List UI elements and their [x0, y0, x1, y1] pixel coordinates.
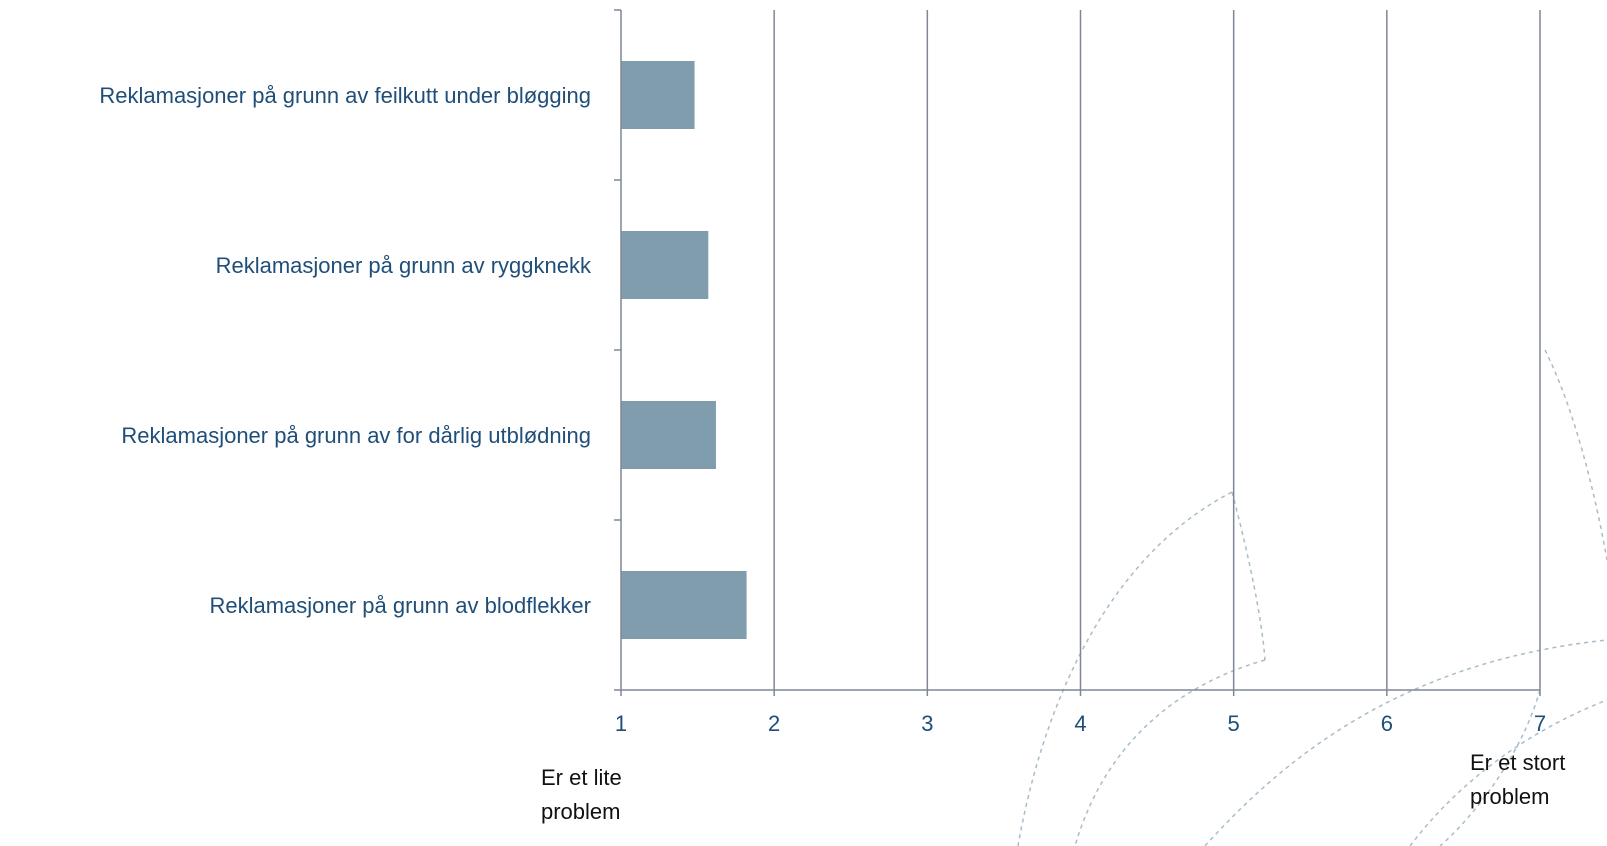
x-tick-label-1: 1	[615, 711, 627, 736]
bar-1	[621, 61, 695, 129]
x-tick-label-3: 3	[921, 711, 933, 736]
x-tick-label-7: 7	[1534, 711, 1546, 736]
category-labels: Reklamasjoner på grunn av feilkutt under…	[99, 83, 592, 618]
category-label-3: Reklamasjoner på grunn av for dårlig utb…	[121, 423, 591, 448]
annotation-low-line-2: problem	[541, 799, 620, 824]
category-label-2: Reklamasjoner på grunn av ryggknekk	[216, 253, 592, 278]
category-label-4: Reklamasjoner på grunn av blodflekker	[209, 593, 591, 618]
x-tick-label-2: 2	[768, 711, 780, 736]
bars	[621, 61, 747, 639]
decoration-curve-5	[1544, 349, 1607, 561]
x-tick-labels: 1 2 3 4 5 6 7	[615, 711, 1546, 736]
decoration-curve-3	[1074, 659, 1266, 846]
bar-3	[621, 401, 716, 469]
bar-4	[621, 571, 747, 639]
x-tick-label-6: 6	[1381, 711, 1393, 736]
annotation-low-line-1: Er et lite	[541, 765, 622, 790]
category-label-1: Reklamasjoner på grunn av feilkutt under…	[99, 83, 591, 108]
decoration-curve-7	[1409, 699, 1607, 846]
annotation-high-line-2: problem	[1470, 784, 1549, 809]
scale-annotations: Er et lite problem Er et stort problem	[541, 750, 1565, 824]
background-decoration	[1017, 349, 1607, 846]
bar-2	[621, 231, 709, 299]
annotation-high-line-1: Er et stort	[1470, 750, 1565, 775]
gridlines	[773, 10, 1541, 690]
decoration-curve-1	[1017, 491, 1233, 846]
decoration-curve-6	[1439, 689, 1541, 846]
x-tick-label-5: 5	[1228, 711, 1240, 736]
axes	[614, 9, 1541, 696]
x-tick-label-4: 4	[1074, 711, 1086, 736]
decoration-curve-2	[1231, 491, 1266, 661]
decoration-curve-4	[1204, 639, 1607, 846]
